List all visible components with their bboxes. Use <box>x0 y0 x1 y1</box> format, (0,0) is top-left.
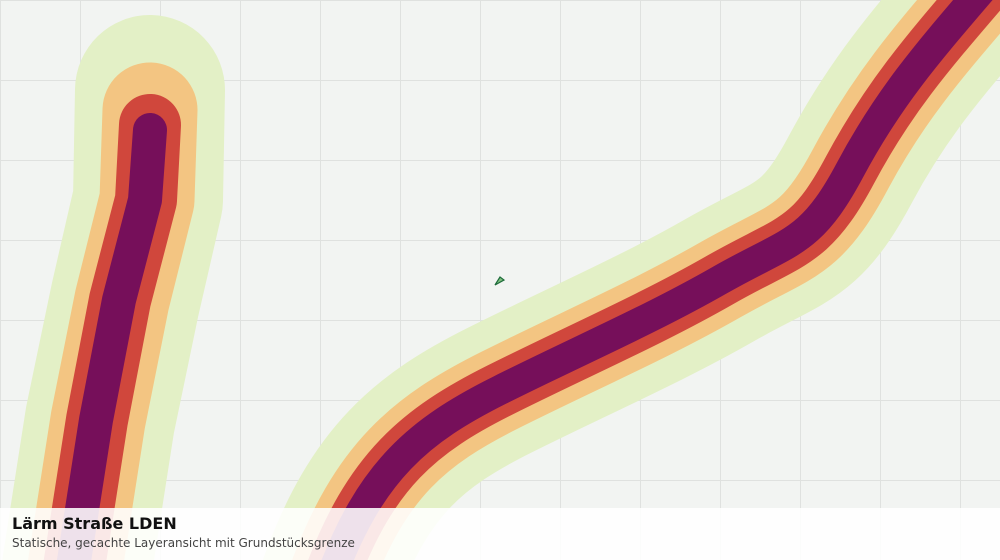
subtitle: Statische, gecachte Layeransicht mit Gru… <box>12 536 355 550</box>
title: Lärm Straße LDEN <box>12 514 177 533</box>
parcel-marker <box>494 276 506 286</box>
noise-left <box>2 15 225 560</box>
caption: Lärm Straße LDEN Statische, gecachte Lay… <box>0 508 1000 560</box>
noise-right <box>263 0 1000 560</box>
